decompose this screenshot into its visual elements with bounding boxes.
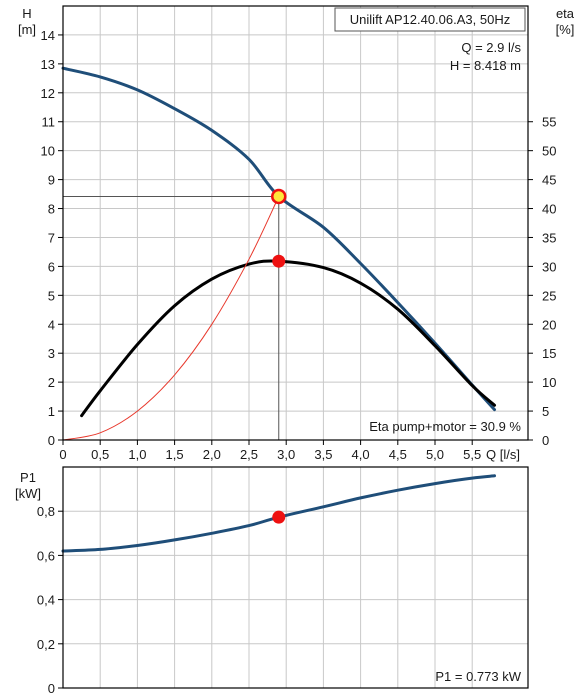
left-tick-label: 6	[48, 259, 55, 274]
operating-head-text: H = 8.418 m	[450, 58, 521, 73]
efficiency-readout: Eta pump+motor = 30.9 %	[369, 419, 521, 434]
right-axis-name: eta	[556, 6, 575, 21]
right-tick-label: 20	[542, 317, 556, 332]
left-tick-label: 5	[48, 288, 55, 303]
left-tick-label: 7	[48, 230, 55, 245]
left-axis-unit: [m]	[18, 22, 36, 37]
top-chart-ticks: 0 0,5 1,0 1,5 2,0 2,5 3,0 3,5 4,0 4,5 5,0 5,5012345…	[41, 5, 556, 462]
right-tick-label: 45	[542, 173, 556, 188]
right-tick-label: 10	[542, 375, 556, 390]
left-tick-label: 13	[41, 57, 55, 72]
head-efficiency-chart: 0 0,5 1,0 1,5 2,0 2,5 3,0 3,5 4,0 4,5 5,0 5,5012345…	[18, 5, 575, 462]
x-tick-label: 5,0	[426, 447, 444, 462]
right-tick-label: 50	[542, 144, 556, 159]
left-tick-label: 3	[48, 346, 55, 361]
power-readout: P1 = 0.773 kW	[435, 669, 521, 684]
right-tick-label: 30	[542, 259, 556, 274]
right-tick-label: 0	[542, 433, 549, 448]
power-axis-unit: [kW]	[15, 486, 41, 501]
right-tick-label: 25	[542, 288, 556, 303]
system-curve	[62, 195, 280, 441]
x-tick-label: 0	[59, 447, 66, 462]
left-tick-label: 1	[48, 404, 55, 419]
x-tick-label: 1,5	[166, 447, 184, 462]
bottom-chart-curves	[61, 474, 496, 553]
x-tick-label: 2,5	[240, 447, 258, 462]
power-tick-label: 0,4	[37, 593, 55, 608]
right-tick-label: 40	[542, 202, 556, 217]
bottom-chart-grid	[62, 467, 528, 689]
right-tick-label: 15	[542, 346, 556, 361]
efficiency-point-marker	[272, 254, 286, 268]
left-tick-label: 4	[48, 317, 55, 332]
power-tick-label: 0,8	[37, 504, 55, 519]
operating-point-marker	[271, 188, 287, 205]
x-tick-label: 4,0	[352, 447, 370, 462]
right-tick-label: 35	[542, 230, 556, 245]
x-tick-label: 0,5	[91, 447, 109, 462]
bottom-chart-ticks: 0 0,2 0,4 0,6 0,8	[37, 466, 529, 696]
left-tick-label: 14	[41, 28, 55, 43]
x-tick-label: 3,0	[277, 447, 295, 462]
right-tick-label: 5	[542, 404, 549, 419]
bottom-plot-frame	[62, 466, 529, 689]
power-tick-label: 0,6	[37, 548, 55, 563]
x-axis-label: Q [l/s]	[486, 447, 520, 462]
x-tick-label: 1,0	[128, 447, 146, 462]
x-tick-label: 4,5	[389, 447, 407, 462]
top-plot-frame	[62, 5, 529, 441]
right-tick-label: 55	[542, 115, 556, 130]
x-tick-label: 5,5	[463, 447, 481, 462]
model-title: Unilift AP12.40.06.A3, 50Hz	[350, 12, 510, 27]
power-point-marker	[272, 510, 286, 524]
power-tick-label: 0	[48, 681, 55, 696]
power-tick-label: 0,2	[37, 637, 55, 652]
left-tick-label: 0	[48, 433, 55, 448]
power-chart: 0 0,2 0,4 0,6 0,8 P1 [kW] P1 = 0.773 kW	[15, 466, 529, 696]
right-axis-unit: [%]	[556, 22, 575, 37]
x-tick-label: 2,0	[203, 447, 221, 462]
left-tick-label: 9	[48, 173, 55, 188]
left-tick-label: 8	[48, 202, 55, 217]
operating-flow-text: Q = 2.9 l/s	[461, 40, 521, 55]
top-chart-curves	[61, 66, 496, 441]
left-tick-label: 2	[48, 375, 55, 390]
left-tick-label: 10	[41, 144, 55, 159]
left-tick-label: 12	[41, 86, 55, 101]
x-tick-label: 3,5	[314, 447, 332, 462]
model-title-box	[334, 7, 526, 32]
power-axis-name: P1	[20, 470, 36, 485]
left-axis-name: H	[22, 6, 31, 21]
left-tick-label: 11	[42, 115, 56, 130]
